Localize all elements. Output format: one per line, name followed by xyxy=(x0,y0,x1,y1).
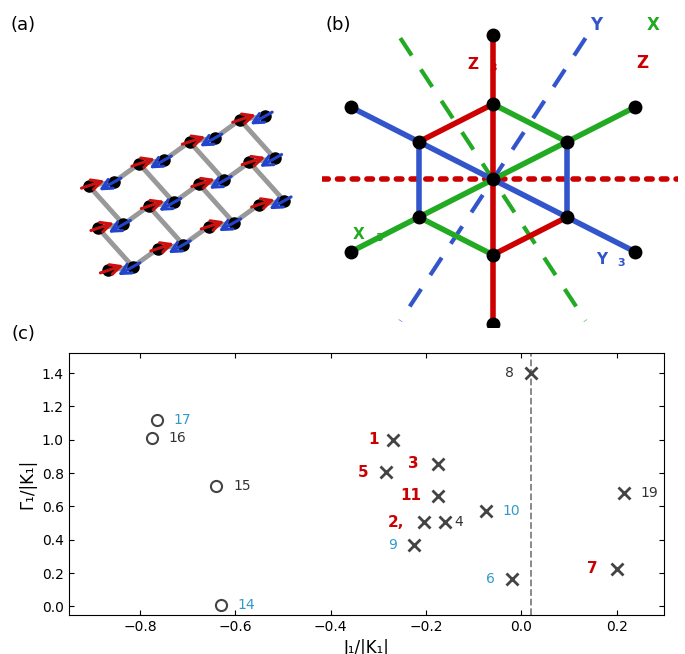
Text: 2,: 2, xyxy=(388,515,405,530)
Text: Y: Y xyxy=(596,252,607,267)
Text: 3: 3 xyxy=(375,233,383,243)
Text: 16: 16 xyxy=(169,431,186,445)
Y-axis label: Γ₁/|K₁|: Γ₁/|K₁| xyxy=(18,459,36,509)
Text: 17: 17 xyxy=(173,413,191,427)
Text: X: X xyxy=(353,226,364,241)
Text: Y: Y xyxy=(590,16,602,34)
Text: 9: 9 xyxy=(388,538,397,552)
Text: 3: 3 xyxy=(489,63,497,73)
Text: 3: 3 xyxy=(618,258,625,268)
Text: Z: Z xyxy=(468,57,479,72)
Text: Z: Z xyxy=(636,54,649,72)
Text: (c): (c) xyxy=(12,324,36,343)
Text: 11: 11 xyxy=(400,488,421,503)
Text: 5: 5 xyxy=(358,465,369,480)
Text: 8: 8 xyxy=(506,366,514,380)
Text: 6: 6 xyxy=(486,572,495,586)
Text: 3: 3 xyxy=(408,456,419,472)
Text: 1: 1 xyxy=(368,432,378,447)
Text: X: X xyxy=(647,16,660,34)
Text: (a): (a) xyxy=(10,16,35,34)
X-axis label: J₁/|K₁|: J₁/|K₁| xyxy=(344,639,389,654)
Text: 14: 14 xyxy=(238,598,256,611)
Text: (b): (b) xyxy=(325,16,351,34)
Text: 4: 4 xyxy=(455,515,464,529)
Text: 7: 7 xyxy=(587,561,598,576)
Text: 10: 10 xyxy=(502,504,520,519)
Text: 15: 15 xyxy=(233,479,251,494)
Text: 19: 19 xyxy=(640,486,658,500)
